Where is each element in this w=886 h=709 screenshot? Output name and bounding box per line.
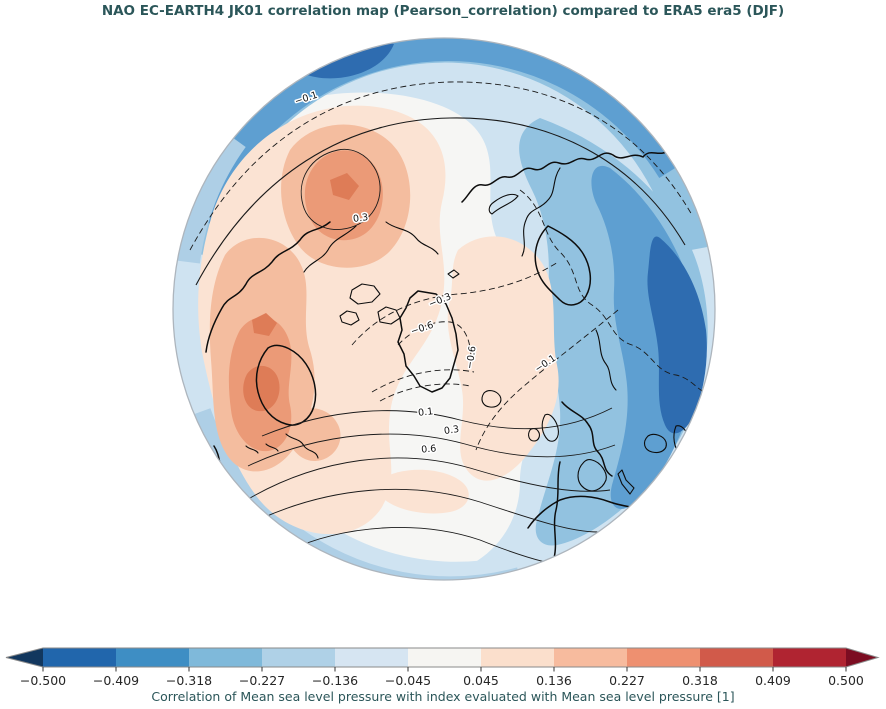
coastline-baltic <box>595 329 617 391</box>
colorbar-segment <box>189 648 262 667</box>
coastline-novaya-zemlya <box>488 193 519 215</box>
contour-label: 0.1 <box>418 406 434 419</box>
coastline-arctic-island-c <box>339 310 360 326</box>
colorbar-ticks <box>42 667 847 672</box>
contour-label: 0.3 <box>352 212 368 225</box>
polar-map-canvas: −0.1 0.3 −0.3 −0.6 −0.6 −0.1 0.1 0.3 0.6 <box>172 37 716 581</box>
fill-blue-leftedge-sliver <box>176 132 246 264</box>
contour-neg-0p1-top <box>189 81 693 251</box>
coastline-chukotka <box>385 221 439 255</box>
colorbar-axis-label: Correlation of Mean sea level pressure w… <box>151 689 735 704</box>
coastline-arctic-island-a <box>349 283 381 305</box>
tick-label: 0.318 <box>682 673 718 688</box>
tick-label: −0.318 <box>166 673 212 688</box>
fill-red-light-lakes <box>285 408 341 461</box>
contour-pos-0p6-arc <box>249 457 611 499</box>
coastline-europe-west <box>561 401 613 477</box>
coastline-italy <box>617 469 635 495</box>
coastline-iceland <box>481 390 502 408</box>
coastline-greenland <box>397 290 459 393</box>
coastline-svalbard <box>447 269 460 279</box>
contour-label: 0.3 <box>443 424 460 437</box>
contour-neg-0p3-ring <box>351 261 559 346</box>
contour-neg-bundle-a <box>371 369 475 393</box>
fill-blue-top-band-dark <box>185 38 685 226</box>
colorbar-segment <box>627 648 700 667</box>
colorbar-segment <box>116 648 189 667</box>
tick-label: −0.409 <box>93 673 139 688</box>
colorbar: −0.500 −0.409 −0.318 −0.227 −0.136 −0.04… <box>5 647 880 688</box>
coastline-great-lakes <box>245 433 319 459</box>
colorbar-body <box>5 647 880 668</box>
fill-red-deep-spot-c <box>330 173 359 200</box>
coastline-north-america-west <box>205 221 331 353</box>
contour-label: 0.6 <box>421 443 437 455</box>
colorbar-tick-labels: −0.500 −0.409 −0.318 −0.227 −0.136 −0.04… <box>20 673 864 688</box>
contour-neg-0p6-ring <box>397 321 472 366</box>
map-content: −0.1 0.3 −0.3 −0.6 −0.6 −0.1 0.1 0.3 0.6 <box>173 38 715 580</box>
tick-label: −0.045 <box>385 673 431 688</box>
coastline-alaska <box>303 225 357 273</box>
page-title: NAO EC-EARTH4 JK01 correlation map (Pear… <box>101 3 785 19</box>
tick-label: 0.500 <box>828 673 864 688</box>
contour-neg-europe-meander <box>519 189 705 393</box>
fill-red-pale-centre <box>447 236 559 481</box>
tick-label: −0.227 <box>239 673 285 688</box>
colorbar-segment <box>43 648 116 667</box>
contour-label: −0.6 <box>464 345 478 369</box>
tick-label: 0.227 <box>609 673 645 688</box>
colorbar-segment <box>554 648 627 667</box>
colorbar-segment <box>481 648 554 667</box>
contour-neg-bundle-b <box>379 383 471 402</box>
colorbar-segment <box>773 648 846 667</box>
coastline-scandinavia <box>534 225 592 306</box>
coastline-arctic-island-b <box>377 306 401 325</box>
tick-label: −0.500 <box>20 673 66 688</box>
tick-label: −0.136 <box>312 673 358 688</box>
contour-pos-0p1-arc <box>261 407 613 437</box>
fill-blue-right-dark <box>647 236 707 434</box>
colorbar-segment <box>408 648 481 667</box>
colorbar-segment <box>335 648 408 667</box>
coastline-black-sea <box>643 433 667 454</box>
tick-label: 0.409 <box>755 673 791 688</box>
tick-label: 0.045 <box>463 673 499 688</box>
colorbar-segment <box>700 648 773 667</box>
tick-label: 0.136 <box>536 673 572 688</box>
fill-red-pale-bottom <box>380 469 469 514</box>
contour-pos-0p3-loop <box>300 148 381 230</box>
fill-red-deep-spot-b <box>252 313 277 336</box>
coastline-britain <box>541 413 559 442</box>
contour-pos-0p3-arc <box>247 433 616 467</box>
contour-pos-outer-a <box>257 488 599 533</box>
fill-red-deep-spot-a <box>243 365 280 412</box>
coastline-kola <box>521 167 561 257</box>
contour-zero-top <box>195 117 686 286</box>
colorbar-over-arrow <box>846 648 878 667</box>
coastline-iberia <box>577 459 607 492</box>
colorbar-segment <box>262 648 335 667</box>
coastline-siberia <box>461 142 715 203</box>
colorbar-under-arrow <box>6 648 43 667</box>
map-boundary-circle <box>172 37 716 581</box>
